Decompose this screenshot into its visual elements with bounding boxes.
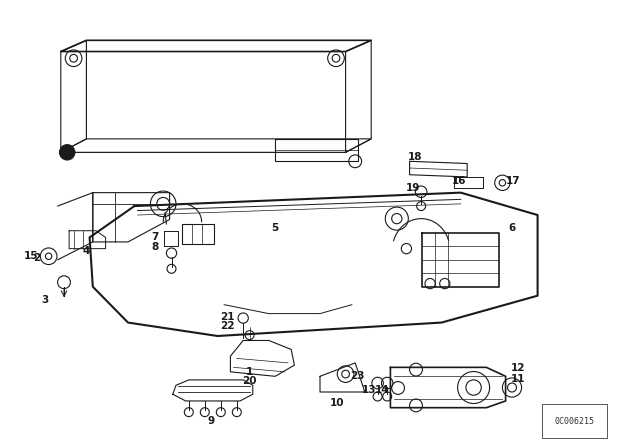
Text: 18: 18 (408, 152, 422, 162)
Text: 22: 22 (221, 321, 235, 331)
Text: 20: 20 (243, 376, 257, 386)
Text: 12: 12 (511, 363, 525, 373)
Text: 4: 4 (83, 246, 90, 256)
Text: 0C006215: 0C006215 (555, 417, 595, 426)
Text: 21: 21 (221, 312, 235, 322)
Text: 23: 23 (350, 371, 364, 381)
Text: 7: 7 (151, 232, 159, 241)
Text: 3: 3 (41, 295, 49, 305)
Text: 6: 6 (508, 224, 516, 233)
Text: 11: 11 (511, 374, 525, 383)
Text: 15: 15 (24, 251, 38, 261)
Text: 1: 1 (246, 367, 253, 377)
Text: 13: 13 (362, 385, 376, 395)
Circle shape (60, 145, 75, 160)
Text: 16: 16 (452, 177, 467, 186)
Text: 2: 2 (33, 253, 41, 263)
Text: 9: 9 (207, 416, 215, 426)
Text: 17: 17 (506, 176, 520, 185)
Text: 5: 5 (271, 224, 279, 233)
Text: 8: 8 (151, 242, 159, 252)
Text: 10: 10 (330, 398, 344, 408)
Text: 19: 19 (406, 183, 420, 193)
Text: 14: 14 (375, 385, 389, 395)
